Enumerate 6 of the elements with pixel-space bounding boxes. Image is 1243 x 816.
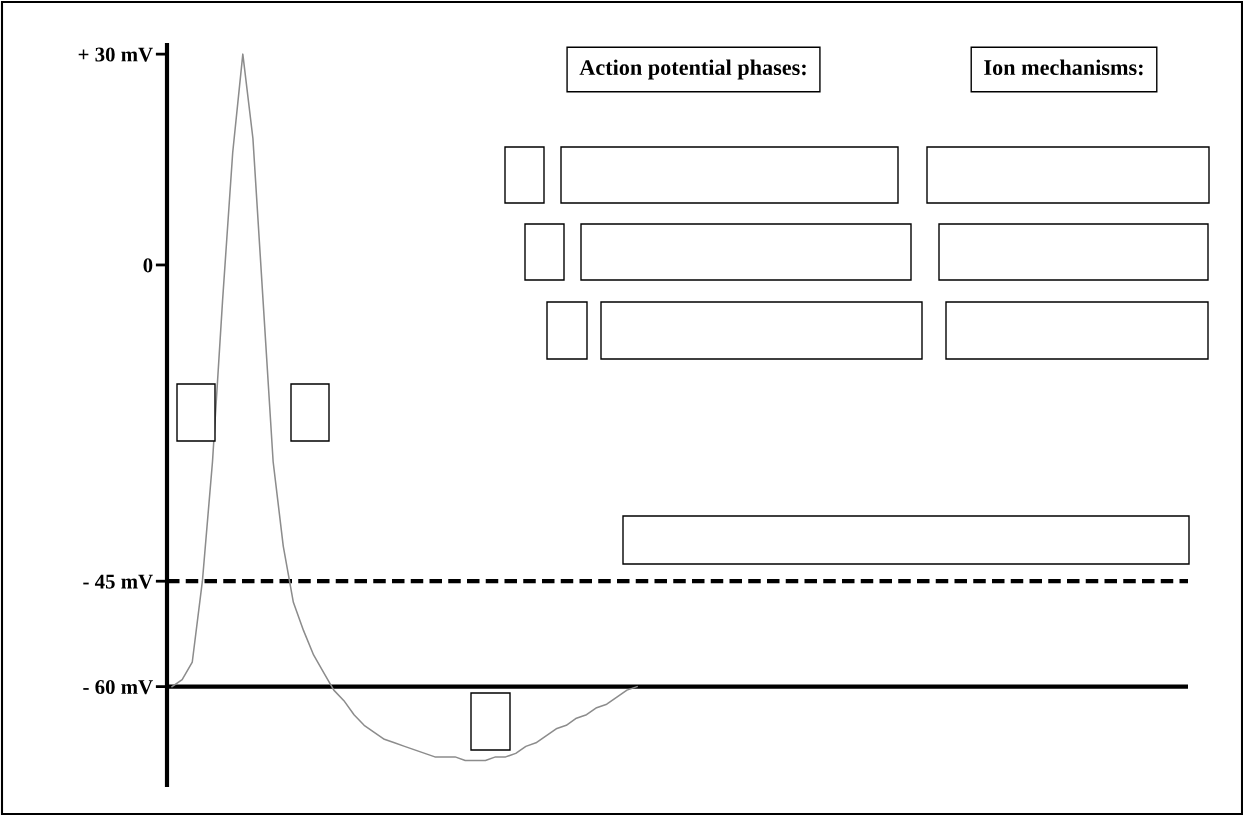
y-tick-label: 0 <box>143 258 153 273</box>
annotation: Action potential phases: <box>579 59 806 80</box>
y-tick-label: - 45 mV <box>83 574 153 589</box>
y-tick-label: - 60 mV <box>83 679 153 695</box>
y-tick-label: + 30 mV <box>78 47 153 62</box>
annotation: Ion mechanisms: <box>984 59 1143 76</box>
